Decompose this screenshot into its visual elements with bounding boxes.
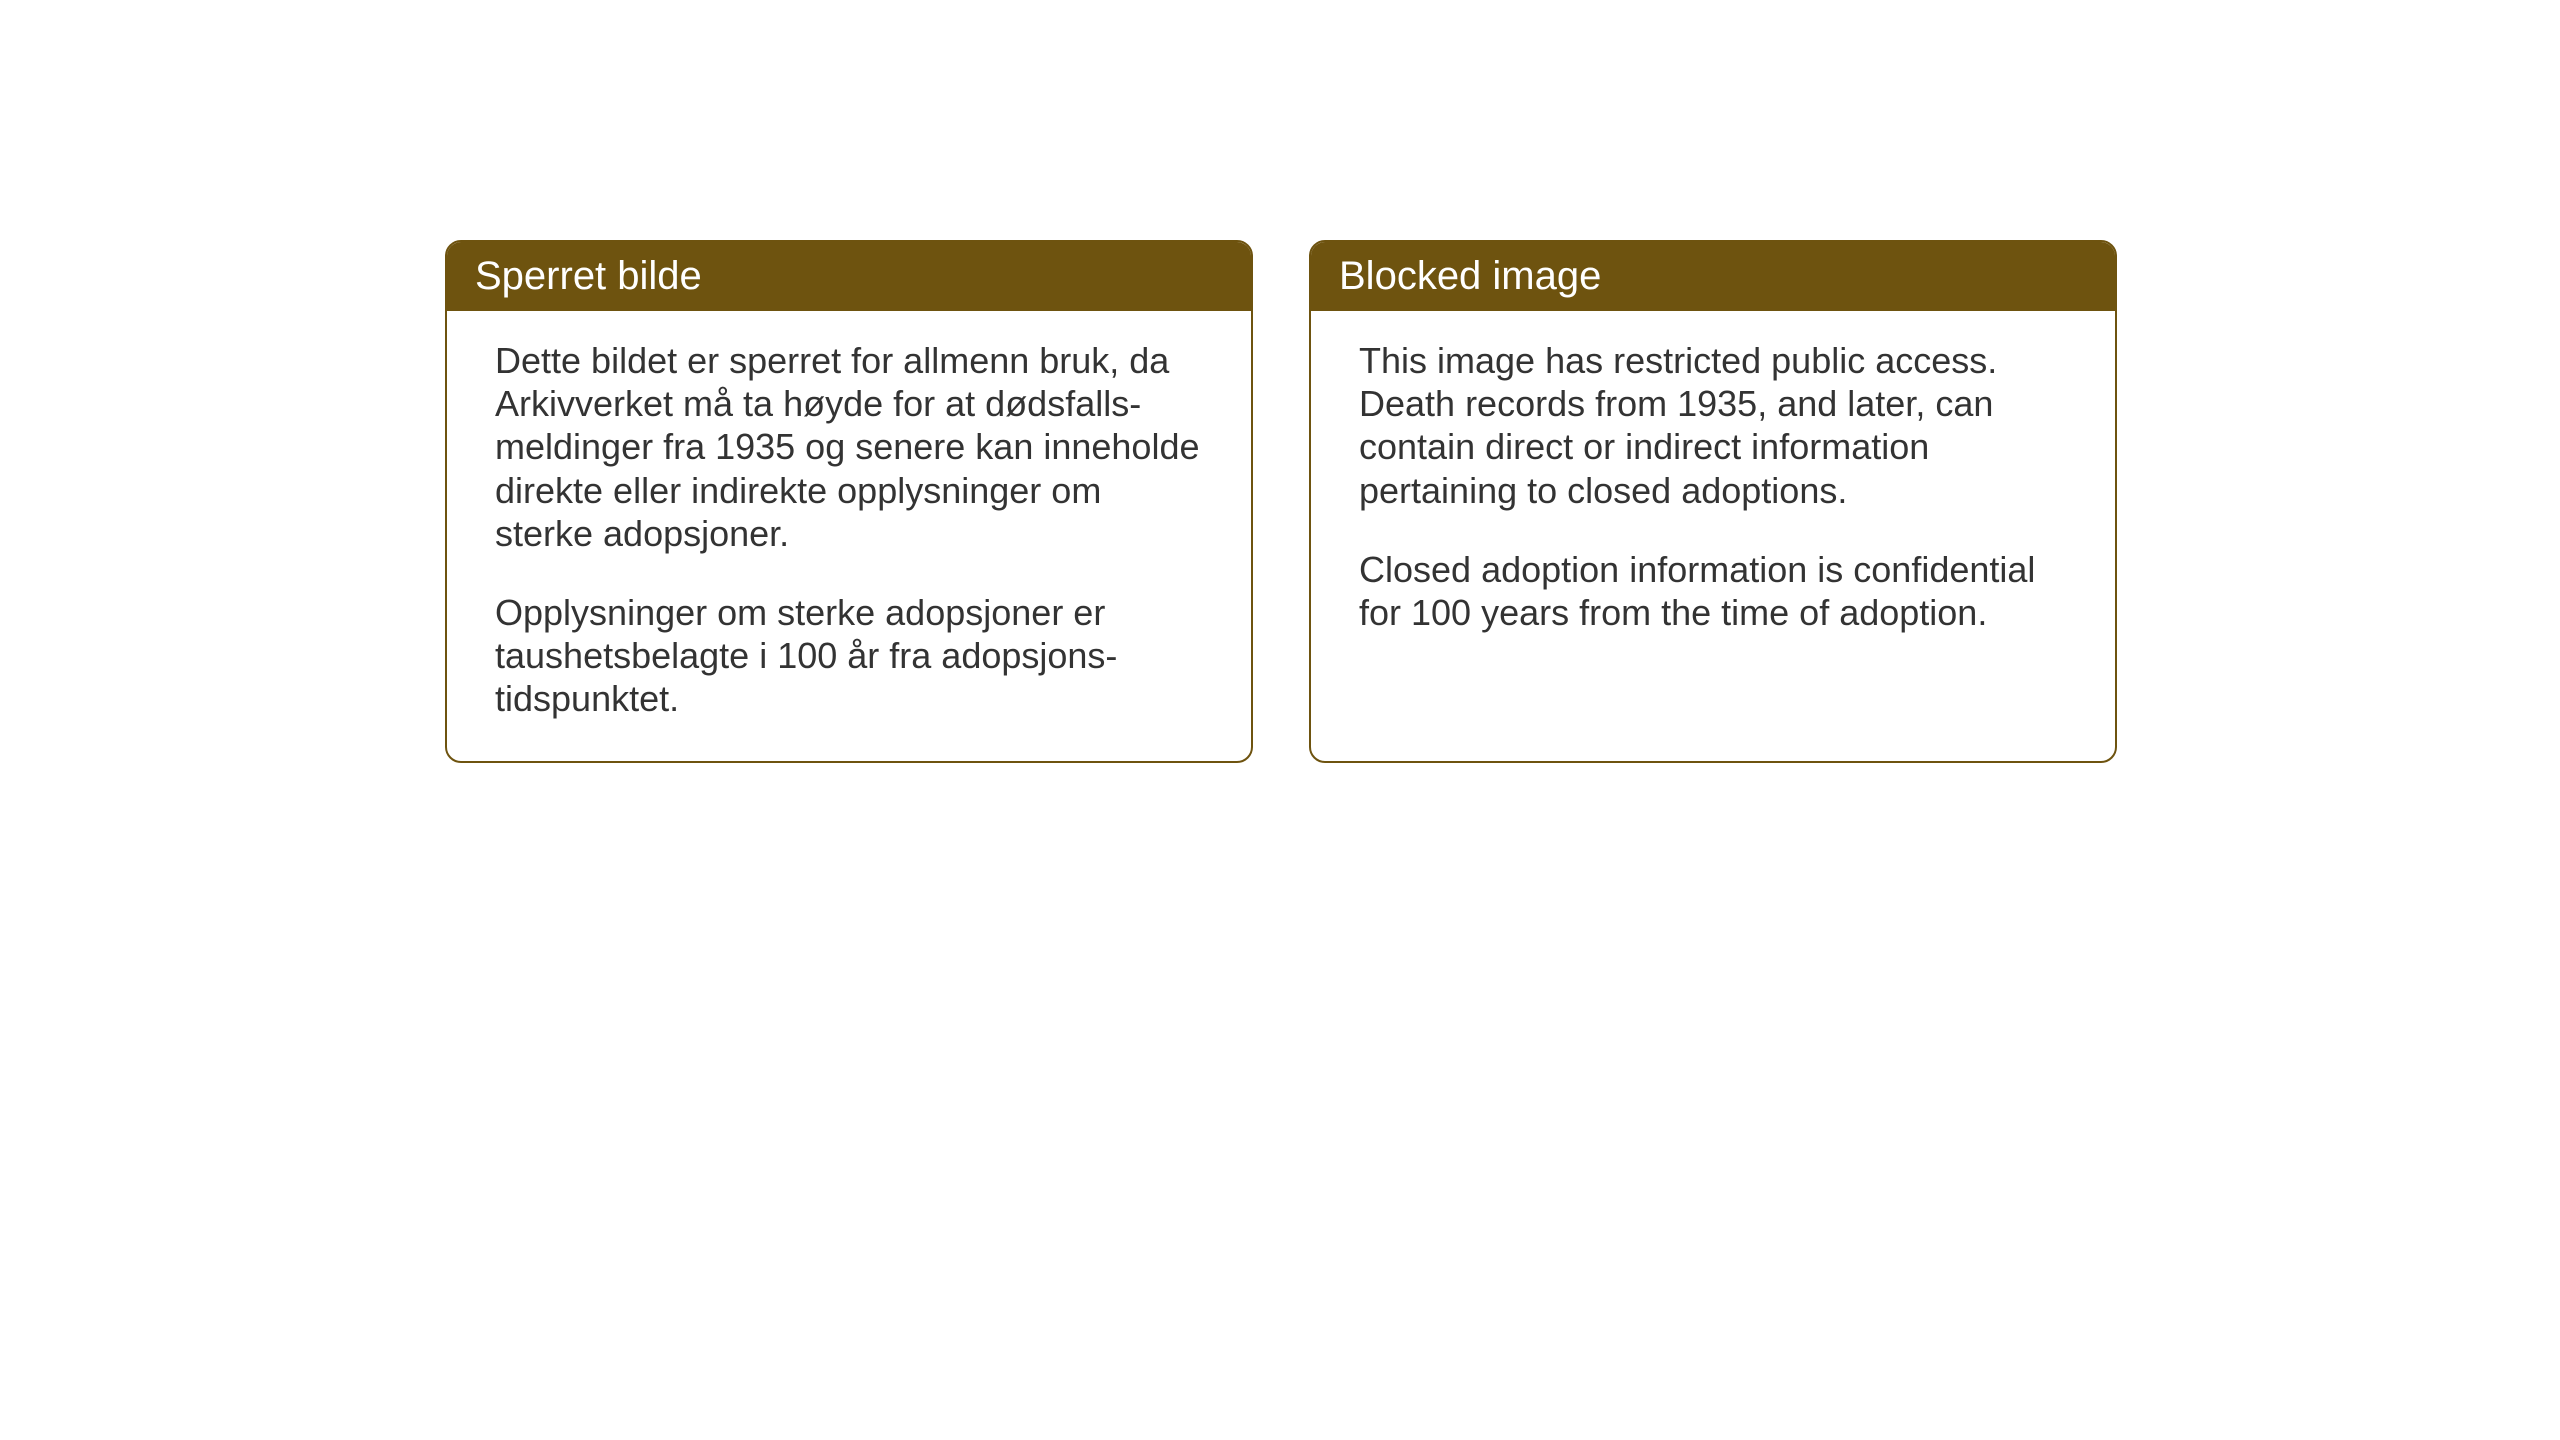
notice-container: Sperret bilde Dette bildet er sperret fo… [445,240,2117,763]
english-paragraph-2: Closed adoption information is confident… [1359,548,2067,634]
english-card-title: Blocked image [1339,254,1601,298]
norwegian-notice-card: Sperret bilde Dette bildet er sperret fo… [445,240,1253,763]
norwegian-card-header: Sperret bilde [447,242,1251,311]
english-card-header: Blocked image [1311,242,2115,311]
english-paragraph-1: This image has restricted public access.… [1359,339,2067,512]
norwegian-paragraph-2: Opplysninger om sterke adopsjoner er tau… [495,591,1203,721]
norwegian-paragraph-1: Dette bildet er sperret for allmenn bruk… [495,339,1203,555]
norwegian-card-body: Dette bildet er sperret for allmenn bruk… [447,311,1251,761]
norwegian-card-title: Sperret bilde [475,254,702,298]
english-notice-card: Blocked image This image has restricted … [1309,240,2117,763]
english-card-body: This image has restricted public access.… [1311,311,2115,731]
